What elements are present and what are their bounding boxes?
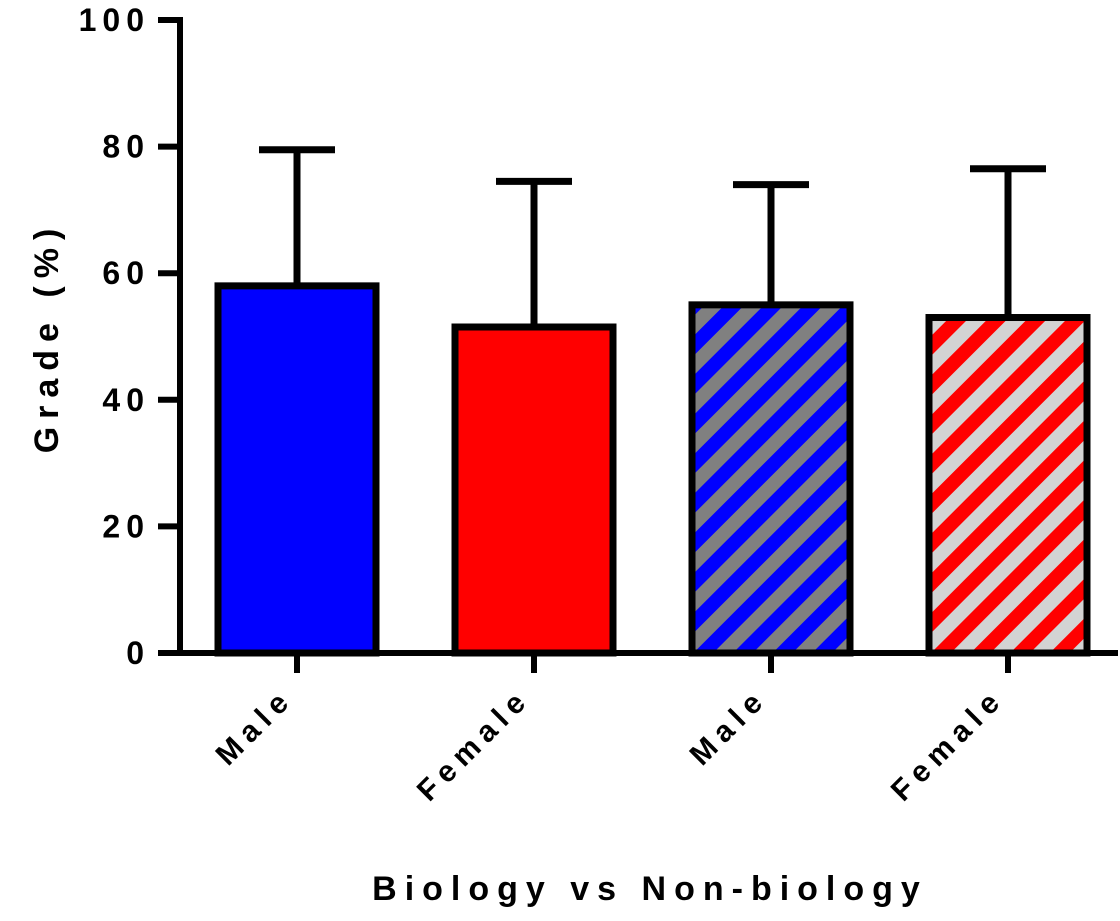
y-tick-label-40: 40 (102, 382, 150, 418)
x-category-label-1: Male (210, 682, 300, 772)
bar-2 (451, 323, 617, 657)
y-tick-label-60: 60 (102, 255, 150, 291)
x-category-label-3: Male (684, 682, 774, 772)
bar-4 (925, 314, 1091, 657)
y-tick-label-20: 20 (102, 508, 150, 544)
x-category-label-4: Female (885, 682, 1011, 808)
y-tick-label-80: 80 (102, 129, 150, 165)
y-tick-label-100: 100 (79, 2, 150, 38)
y-axis-title: Grade (%) (28, 221, 66, 454)
x-axis-title: Biology vs Non-biology (372, 870, 928, 908)
bar-1 (214, 282, 380, 657)
bar-3 (688, 301, 854, 657)
x-category-label-2: Female (411, 682, 537, 808)
bars-layer (214, 146, 1091, 657)
y-tick-label-0: 0 (126, 635, 150, 671)
axes-layer (158, 17, 1118, 673)
